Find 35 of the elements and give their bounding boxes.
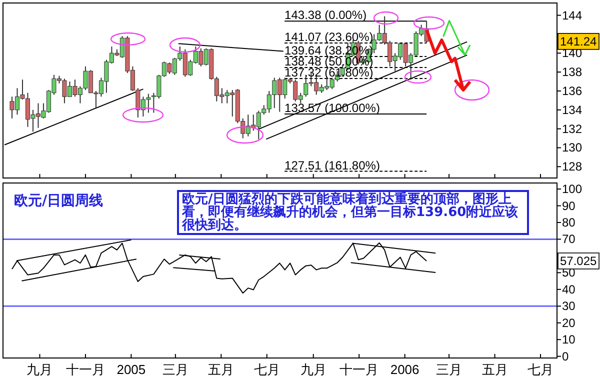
y-tick-label: 30 — [562, 299, 576, 314]
text: 141.24 — [560, 34, 598, 48]
ref-line-label: 141.07 (23.60%) — [284, 30, 374, 44]
y-tick-label: 144 — [562, 8, 582, 22]
y-tick-label: 138 — [562, 65, 582, 80]
x-tick-label: 七月 — [254, 362, 280, 377]
x-tick-label: 2006 — [390, 362, 420, 377]
text: 欧元/日圆周线 — [14, 192, 104, 210]
y-tick-label: 128 — [562, 160, 582, 174]
x-tick-label: 五月 — [482, 362, 508, 377]
x-tick-label: 九月 — [300, 362, 326, 377]
y-tick-label: 100 — [562, 182, 582, 196]
x-tick-label: 七月 — [528, 362, 554, 377]
ref-line-label: 127.51 (161.80%) — [284, 158, 380, 172]
x-tick-label: 三月 — [436, 362, 462, 377]
x-tick-label: 2005 — [116, 362, 146, 377]
x-tick-label: 九月 — [26, 362, 53, 377]
y-tick-label: 80 — [562, 215, 576, 230]
y-tick-label: 70 — [562, 232, 576, 246]
text: 57.025 — [560, 254, 598, 268]
y-tick-label: 132 — [562, 122, 582, 136]
y-tick-label: 90 — [562, 198, 576, 213]
y-tick-label: 134 — [562, 102, 582, 117]
x-tick-label: 三月 — [162, 362, 188, 377]
x-tick-label: 五月 — [208, 362, 234, 377]
y-tick-label: 10 — [562, 332, 576, 347]
y-tick-label: 20 — [562, 316, 576, 330]
y-tick-label: 136 — [562, 84, 582, 98]
x-tick-label: 十一月 — [340, 362, 379, 377]
x-tick-label: 十一月 — [66, 362, 105, 377]
y-tick-label: 130 — [562, 140, 582, 155]
ref-line-label: 143.38 (0.00%) — [284, 8, 367, 22]
y-tick-label: 40 — [562, 282, 576, 296]
annotation: 欧元/日圆猛烈的下跌可能意味着到达重要的顶部，图形上看，即便有继续飙升的机会，但第一目标139.60附近应该很快到达。 — [177, 190, 529, 235]
y-tick-label: 0 — [562, 349, 569, 364]
